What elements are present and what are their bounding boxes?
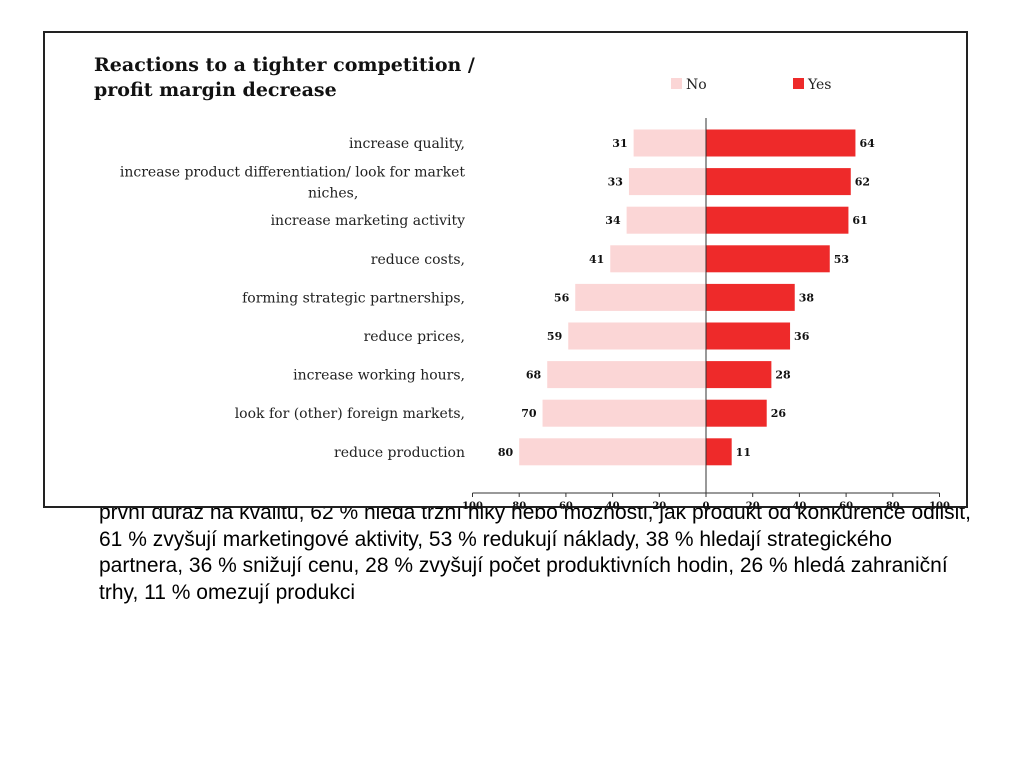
category-label: increase quality,	[349, 136, 465, 152]
bar-no	[542, 399, 706, 427]
bar-yes	[706, 283, 795, 311]
bar-no	[519, 438, 706, 466]
chart-title-line: Reactions to a tighter competition /	[94, 54, 475, 76]
x-tick-label: 100	[929, 501, 950, 510]
x-tick-label: 60	[559, 501, 573, 510]
value-label-yes: 53	[834, 253, 849, 266]
category-label: reduce prices,	[364, 329, 465, 345]
x-tick-label: 40	[606, 501, 620, 510]
x-tick-label: 20	[652, 501, 666, 510]
slide-body-text: první důraz na kvalitu, 62 % hledá tržní…	[99, 501, 971, 604]
bar-yes	[706, 168, 851, 196]
category-label: increase marketing activity	[271, 213, 465, 229]
value-label-yes: 38	[799, 291, 815, 304]
x-tick-label: 0	[703, 501, 710, 510]
bar-yes	[706, 438, 732, 466]
bar-yes	[706, 399, 767, 427]
x-tick-label: 100	[462, 501, 483, 510]
value-label-yes: 11	[736, 446, 751, 459]
category-label: niches,	[308, 186, 358, 202]
category-label: reduce production	[334, 445, 465, 461]
value-label-yes: 28	[775, 369, 791, 382]
bar-yes	[706, 322, 791, 350]
x-tick-label: 40	[792, 501, 806, 510]
value-label-yes: 64	[859, 137, 875, 150]
legend-swatch-yes	[793, 78, 804, 89]
x-tick-label: 80	[512, 501, 526, 510]
value-label-no: 34	[605, 214, 621, 227]
value-label-no: 33	[608, 176, 623, 189]
diverging-bar-chart: Reactions to a tighter competition / prof…	[94, 54, 950, 510]
value-label-no: 80	[498, 446, 514, 459]
value-label-no: 56	[554, 291, 570, 304]
value-label-yes: 36	[794, 330, 810, 343]
bar-no	[626, 206, 706, 234]
value-label-yes: 62	[855, 176, 870, 189]
x-tick-label: 60	[839, 501, 853, 510]
bar-yes	[706, 245, 830, 273]
bar-no	[575, 283, 706, 311]
legend-label-no: No	[686, 77, 707, 93]
x-tick-label: 20	[746, 501, 760, 510]
value-label-yes: 61	[852, 214, 867, 227]
value-label-no: 68	[526, 369, 542, 382]
value-label-no: 59	[547, 330, 562, 343]
value-label-no: 41	[589, 253, 604, 266]
value-label-yes: 26	[771, 407, 787, 420]
bar-no	[547, 361, 706, 389]
bar-yes	[706, 361, 772, 389]
legend-label-yes: Yes	[807, 77, 832, 93]
category-label: increase working hours,	[293, 368, 465, 384]
category-label: increase product differentiation/ look f…	[120, 165, 465, 181]
bar-no	[628, 168, 706, 196]
bar-no	[610, 245, 706, 273]
chart-title-line: profit margin decrease	[94, 79, 337, 101]
x-tick-label: 80	[886, 501, 900, 510]
bar-no	[633, 129, 706, 157]
bar-yes	[706, 129, 856, 157]
legend-swatch-no	[671, 78, 682, 89]
bar-yes	[706, 206, 849, 234]
category-label: reduce costs,	[371, 252, 465, 268]
chart-frame: Reactions to a tighter competition / prof…	[43, 31, 968, 510]
bar-no	[568, 322, 706, 350]
value-label-no: 70	[521, 407, 537, 420]
value-label-no: 31	[612, 137, 627, 150]
category-label: look for (other) foreign markets,	[235, 406, 465, 422]
category-label: forming strategic partnerships,	[242, 290, 465, 306]
